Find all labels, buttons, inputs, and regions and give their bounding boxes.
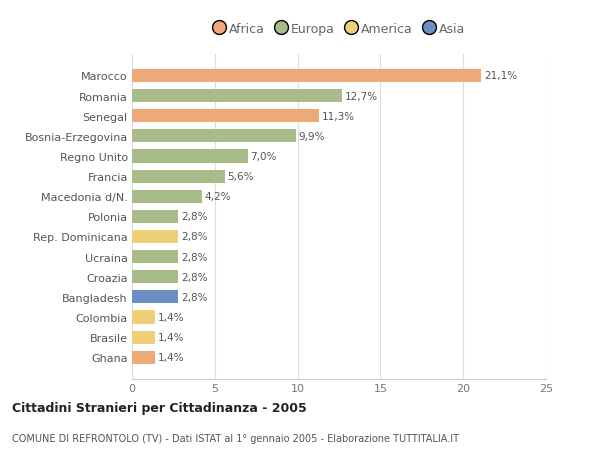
Text: 2,8%: 2,8%	[181, 292, 208, 302]
Text: 5,6%: 5,6%	[227, 172, 254, 182]
Bar	[132, 170, 225, 183]
Bar	[132, 311, 155, 324]
Legend: Africa, Europa, America, Asia: Africa, Europa, America, Asia	[209, 19, 469, 40]
Text: 2,8%: 2,8%	[181, 212, 208, 222]
Text: 7,0%: 7,0%	[250, 151, 277, 162]
Bar	[132, 331, 155, 344]
Bar	[132, 110, 319, 123]
Text: 12,7%: 12,7%	[345, 91, 378, 101]
Text: 2,8%: 2,8%	[181, 272, 208, 282]
Bar	[132, 230, 178, 243]
Text: Cittadini Stranieri per Cittadinanza - 2005: Cittadini Stranieri per Cittadinanza - 2…	[12, 401, 307, 414]
Bar	[132, 90, 343, 103]
Text: 4,2%: 4,2%	[204, 192, 230, 202]
Bar	[132, 210, 178, 224]
Text: 2,8%: 2,8%	[181, 232, 208, 242]
Text: 1,4%: 1,4%	[158, 312, 184, 322]
Bar	[132, 150, 248, 163]
Text: 11,3%: 11,3%	[322, 112, 355, 122]
Text: 1,4%: 1,4%	[158, 332, 184, 342]
Bar	[132, 190, 202, 203]
Text: COMUNE DI REFRONTOLO (TV) - Dati ISTAT al 1° gennaio 2005 - Elaborazione TUTTITA: COMUNE DI REFRONTOLO (TV) - Dati ISTAT a…	[12, 433, 459, 442]
Text: 1,4%: 1,4%	[158, 353, 184, 363]
Bar	[132, 291, 178, 304]
Bar	[132, 251, 178, 263]
Text: 9,9%: 9,9%	[298, 132, 325, 141]
Bar	[132, 271, 178, 284]
Bar	[132, 130, 296, 143]
Bar	[132, 70, 481, 83]
Text: 2,8%: 2,8%	[181, 252, 208, 262]
Bar	[132, 351, 155, 364]
Text: 21,1%: 21,1%	[484, 71, 517, 81]
